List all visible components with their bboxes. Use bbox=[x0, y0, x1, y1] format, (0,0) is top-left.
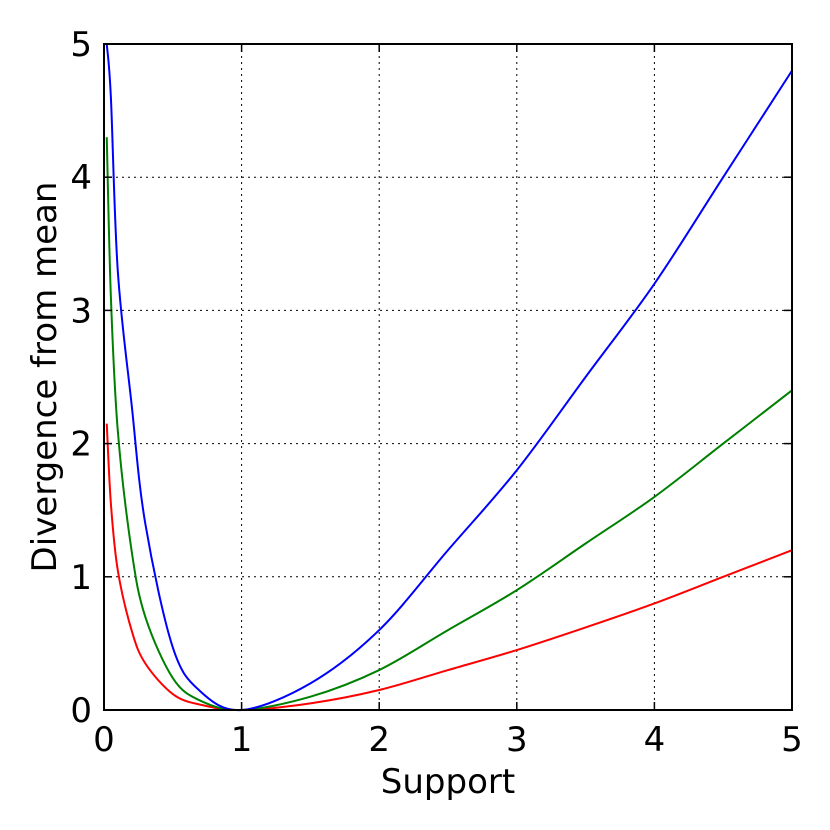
x-tick-label: 4 bbox=[644, 720, 666, 760]
axis-ticks: 0 1 2 3 4 5 0 1 2 3 4 5 bbox=[70, 25, 802, 760]
x-tick-label: 5 bbox=[781, 720, 803, 760]
series-line bbox=[105, 423, 793, 712]
x-tick-label: 0 bbox=[93, 720, 115, 760]
plot-frame bbox=[103, 43, 793, 711]
x-tick-label: 2 bbox=[368, 720, 390, 760]
y-tick-label: 2 bbox=[70, 425, 92, 465]
x-axis-title: Support bbox=[381, 762, 515, 802]
series-1 bbox=[105, 423, 793, 712]
series-line bbox=[105, 137, 793, 712]
series-line bbox=[105, 43, 793, 712]
series-2 bbox=[105, 137, 793, 712]
y-tick-label: 0 bbox=[70, 691, 92, 731]
y-tick-label: 5 bbox=[70, 25, 92, 65]
y-tick-label: 4 bbox=[70, 158, 92, 198]
series-lines bbox=[105, 43, 793, 712]
grid-lines bbox=[104, 44, 792, 710]
y-tick-label: 3 bbox=[70, 291, 92, 331]
y-axis-title: Divergence from mean bbox=[25, 182, 65, 573]
x-tick-label: 3 bbox=[506, 720, 528, 760]
y-tick-label: 1 bbox=[70, 558, 92, 598]
series-3 bbox=[105, 43, 793, 712]
x-tick-label: 1 bbox=[231, 720, 253, 760]
